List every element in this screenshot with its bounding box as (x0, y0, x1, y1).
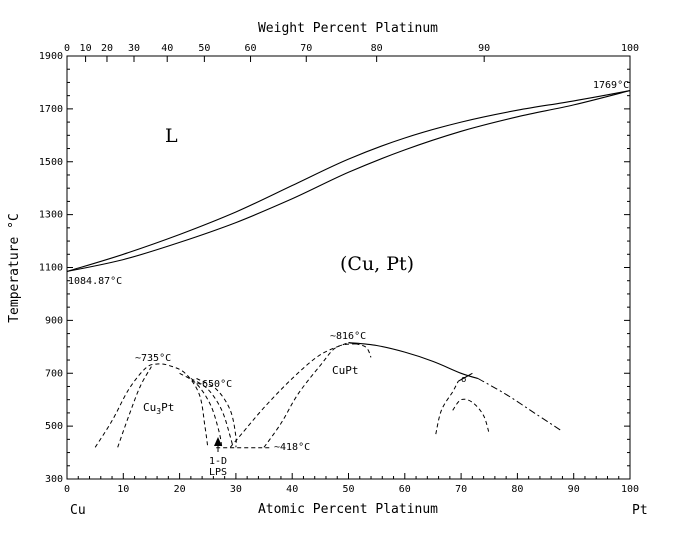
x-tick-label: 60 (399, 484, 411, 495)
cupt-phase-label: CuPt (332, 364, 359, 377)
cu3pt-max-label: ~735°C (135, 353, 171, 364)
y-tick-label: 1500 (39, 157, 63, 168)
sigma-dome-right (458, 372, 473, 382)
top-tick-label: 80 (371, 43, 383, 54)
x-tick-label: 100 (621, 484, 639, 495)
y-tick-label: 700 (45, 368, 63, 379)
top-tick-label: 10 (80, 43, 92, 54)
cu3pt-dome-inner (117, 366, 152, 448)
sigma-lower-dome (452, 398, 490, 435)
solidus-curve (66, 90, 631, 273)
x-tick-label: 10 (117, 484, 129, 495)
order-650-label: ~650°C (196, 379, 232, 390)
x-tick-label: 30 (230, 484, 242, 495)
top-tick-label: 60 (245, 43, 257, 54)
x-tick-label: 90 (568, 484, 580, 495)
y-tick-label: 1700 (39, 104, 63, 115)
solid-solution-label: (Cu, Pt) (340, 253, 414, 275)
top-tick-label: 70 (300, 43, 312, 54)
lps-label: LPS (209, 467, 227, 478)
eutectoid-418-label: ~418°C (274, 442, 310, 453)
sigma-phase-label: σ (461, 375, 466, 385)
cu-melting-label: 1084.87°C (68, 276, 122, 287)
top-tick-label: 20 (101, 43, 113, 54)
y-axis-title: Temperature °C (7, 213, 22, 323)
y-tick-label: 1300 (39, 210, 63, 221)
y-tick-label: 900 (45, 315, 63, 326)
cu3pt-phase-label: Cu3Pt (143, 401, 174, 416)
liquid-region-label: L (165, 125, 178, 147)
cupt-dome-outer (229, 342, 349, 448)
right-element-label: Pt (632, 503, 648, 518)
x-tick-label: 0 (64, 484, 70, 495)
y-tick-label: 1900 (39, 51, 63, 62)
cupt-right-solid (348, 342, 479, 380)
top-tick-label: 100 (621, 43, 639, 54)
liquidus-curve (66, 90, 631, 273)
x-tick-label: 40 (286, 484, 298, 495)
phase-boundaries (66, 90, 631, 449)
cupt-dome-inner (263, 343, 360, 448)
lps-boundary (196, 378, 237, 448)
top-tick-label: 50 (198, 43, 210, 54)
one-d-label: 1-D (209, 456, 227, 467)
top-tick-label: 30 (128, 43, 140, 54)
cupt-right-dashdot (477, 378, 563, 432)
y-tick-label: 500 (45, 421, 63, 432)
top-tick-label: 40 (161, 43, 173, 54)
y-tick-label: 300 (45, 474, 63, 485)
x-tick-label: 80 (511, 484, 523, 495)
order-650-boundary-1 (179, 372, 223, 448)
x-tick-label: 20 (174, 484, 186, 495)
top-tick-label: 0 (64, 43, 70, 54)
cupt-right-inner (348, 342, 372, 358)
left-element-label: Cu (70, 503, 86, 518)
x-tick-label: 50 (342, 484, 354, 495)
pt-melting-label: 1769°C (593, 80, 629, 91)
order-650-boundary-2 (190, 378, 234, 448)
x-tick-label: 70 (455, 484, 467, 495)
bottom-axis-title: Atomic Percent Platinum (258, 502, 438, 517)
top-tick-label: 90 (478, 43, 490, 54)
sigma-dome-left (435, 380, 459, 435)
cupt-max-label: ~816°C (330, 331, 366, 342)
lps-arrow-head (214, 437, 222, 446)
top-axis-title: Weight Percent Platinum (258, 21, 438, 36)
cu3pt-dome-outer (94, 363, 209, 448)
y-tick-label: 1100 (39, 263, 63, 274)
